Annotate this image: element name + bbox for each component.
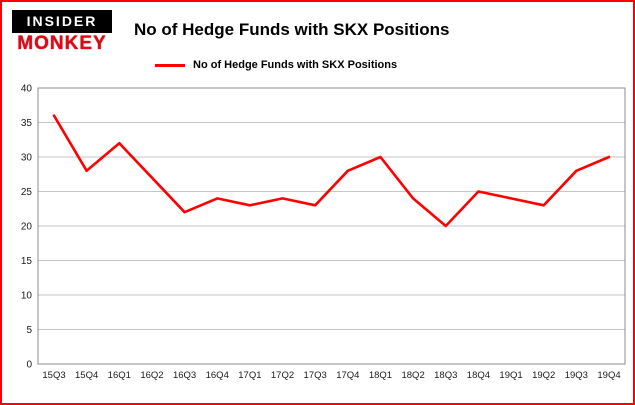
y-axis-tick-label: 0 <box>26 360 32 371</box>
legend: No of Hedge Funds with SKX Positions <box>155 59 397 71</box>
x-axis-tick-label: 19Q2 <box>532 370 555 381</box>
line-chart: 0 5 10 15 20 25 30 35 40 15Q3 15Q4 16Q1 16Q2 16Q3 16Q4… <box>21 84 626 381</box>
x-axis-tick-label: 16Q3 <box>173 370 196 381</box>
plot-border <box>37 87 626 365</box>
insider-monkey-logo: INSIDER MONKEY <box>12 10 112 55</box>
x-axis-tick-label: 17Q1 <box>238 370 261 381</box>
legend-label: No of Hedge Funds with SKX Positions <box>193 59 398 71</box>
x-axis-tick-label: 18Q1 <box>369 370 392 381</box>
x-axis-tick-label: 17Q2 <box>271 370 294 381</box>
x-axis-tick-label: 15Q3 <box>42 370 65 381</box>
x-axis-tick-label: 18Q4 <box>467 370 490 381</box>
logo-monkey-text: MONKEY <box>17 33 107 54</box>
y-axis-tick-label: 30 <box>21 153 33 164</box>
x-axis-tick-label: 19Q4 <box>597 370 620 381</box>
x-axis-tick-label: 17Q3 <box>304 370 327 381</box>
x-axis-tick-label: 19Q3 <box>565 370 588 381</box>
y-axis-tick-label: 35 <box>21 118 33 129</box>
y-axis-tick-label: 10 <box>21 291 33 302</box>
y-axis-tick-label: 15 <box>21 256 33 267</box>
x-axis-tick-label: 16Q2 <box>140 370 163 381</box>
x-axis-tick-label: 16Q1 <box>108 370 131 381</box>
x-axis-tick-label: 15Q4 <box>75 370 98 381</box>
series-line <box>52 114 611 228</box>
x-axis-tick-label: 18Q3 <box>434 370 457 381</box>
x-axis-tick-label: 16Q4 <box>206 370 229 381</box>
x-axis-tick-label: 18Q2 <box>401 370 424 381</box>
logo-insider-text: INSIDER <box>12 10 112 33</box>
y-axis-tick-label: 20 <box>21 222 33 233</box>
y-axis-tick-label: 5 <box>26 325 32 336</box>
y-axis-tick-label: 40 <box>21 84 33 95</box>
legend-line-swatch <box>155 63 185 67</box>
chart-title: No of Hedge Funds with SKX Positions <box>134 20 450 39</box>
y-axis-tick-label: 25 <box>21 187 33 198</box>
x-axis-tick-label: 19Q1 <box>499 370 522 381</box>
header: INSIDER MONKEY No of Hedge Funds with SK… <box>12 10 623 56</box>
x-axis-tick-label: 17Q4 <box>336 370 359 381</box>
